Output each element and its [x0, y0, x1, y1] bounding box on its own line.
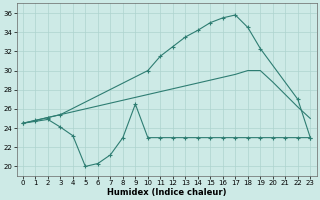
X-axis label: Humidex (Indice chaleur): Humidex (Indice chaleur)	[107, 188, 226, 197]
